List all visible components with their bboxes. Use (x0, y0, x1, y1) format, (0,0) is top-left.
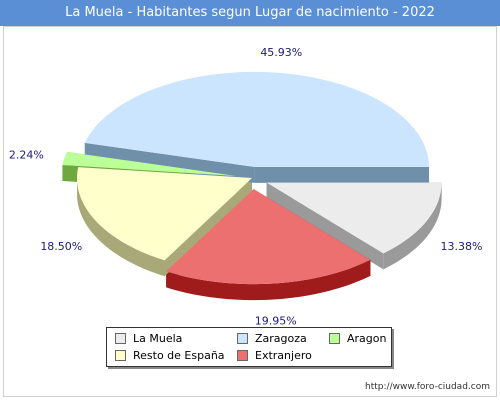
pie-slice-extranjero (166, 189, 371, 285)
legend-swatch-zaragoza (237, 332, 248, 344)
legend-item-extranjero: Extranjero (237, 349, 312, 363)
legend-label: Zaragoza (255, 332, 307, 345)
legend-label: Aragon (347, 332, 387, 345)
data-label-zaragoza: 45.93% (260, 46, 302, 59)
pie-side-extranjero (166, 259, 371, 301)
pie-slice-resto-de-espana (77, 167, 253, 261)
chart-title: La Muela - Habitantes segun Lugar de nac… (0, 0, 500, 26)
data-label-resto-de-espana: 18.50% (40, 240, 82, 253)
source-url[interactable]: http://www.foro-ciudad.com (365, 382, 490, 392)
pie-cut-face-la-muela (266, 182, 384, 270)
legend-label: La Muela (133, 332, 183, 345)
legend-swatch-la-muela (115, 332, 126, 344)
pie-slice-aragon (62, 151, 237, 176)
legend-swatch-resto-de-espana (115, 349, 126, 361)
data-label-aragon: 2.24% (9, 149, 44, 162)
legend-item-aragon: Aragon (329, 332, 386, 346)
pie-cut-face-resto-de-espana (164, 178, 252, 277)
pie-side-resto-de-espana (77, 178, 165, 277)
legend-label: Resto de España (133, 349, 225, 362)
pie-cut-face-zaragoza (254, 166, 430, 183)
legend-item-la-muela: La Muela (115, 332, 182, 346)
legend-item-zaragoza: Zaragoza (237, 332, 307, 346)
pie-slice-zaragoza (84, 71, 430, 167)
legend-swatch-extranjero (237, 349, 248, 361)
legend-swatch-aragon (329, 332, 340, 344)
data-label-la-muela: 13.38% (441, 240, 483, 253)
legend-label: Extranjero (255, 349, 312, 362)
pie-side-la-muela (383, 182, 442, 270)
legend: La Muela Zaragoza Aragon Resto de España… (106, 327, 392, 367)
legend-item-resto-de-espana: Resto de España (115, 349, 225, 363)
pie-slice-la-muela (266, 182, 442, 254)
data-label-extranjero: 19.95% (255, 314, 297, 327)
